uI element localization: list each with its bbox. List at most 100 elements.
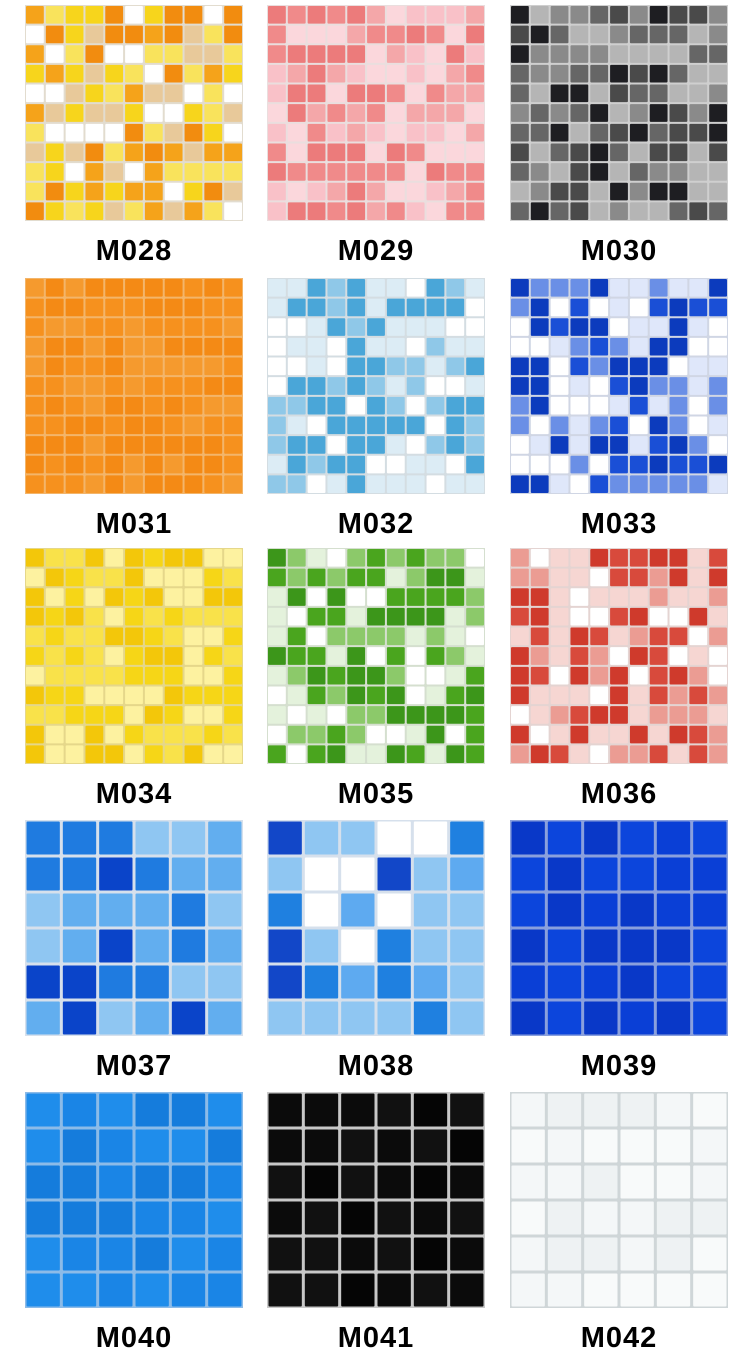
mosaic-tile (26, 607, 44, 626)
mosaic-tile (426, 279, 445, 297)
mosaic-tile (550, 25, 569, 44)
mosaic-tile (327, 123, 346, 142)
mosaic-tile (144, 436, 163, 454)
mosaic-tile (347, 279, 366, 297)
mosaic-tile (709, 123, 727, 142)
mosaic-tile (26, 377, 44, 395)
mosaic-tile (367, 279, 385, 297)
mosaic-tile (426, 6, 445, 24)
mosaic-tile (511, 45, 529, 63)
mosaic-tile (669, 549, 688, 567)
mosaic-tile (386, 745, 405, 763)
mosaic-tile (327, 475, 346, 493)
mosaic-tile (570, 45, 589, 63)
mosaic-tile (426, 45, 445, 63)
mosaic-tile (446, 143, 465, 162)
mosaic-tile (208, 821, 242, 855)
mosaic-tile (450, 965, 484, 999)
mosaic-tile (550, 202, 569, 220)
mosaic-tile (268, 416, 286, 435)
mosaic-tile (164, 647, 183, 665)
mosaic-tile (347, 357, 366, 376)
mosaic-tile (347, 396, 366, 415)
mosaic-tile (144, 377, 163, 395)
mosaic-image (510, 278, 728, 494)
mosaic-tile (530, 647, 549, 665)
mosaic-tile (367, 396, 385, 415)
mosaic-tile (709, 455, 727, 474)
mosaic-tile (511, 568, 529, 587)
mosaic-tile (268, 549, 286, 567)
mosaic-tile (570, 588, 589, 606)
mosaic-tile (105, 666, 124, 685)
product-code: M034 (95, 778, 173, 810)
mosaic-tile (590, 588, 609, 606)
mosaic-tile (610, 475, 628, 493)
mosaic-tile (629, 84, 648, 103)
mosaic-tile (446, 64, 465, 83)
mosaic-tile (224, 25, 242, 44)
mosaic-tile (386, 588, 405, 606)
mosaic-tile (610, 549, 628, 567)
mosaic-tile (547, 893, 582, 927)
mosaic-tile (45, 64, 64, 83)
mosaic-tile (204, 298, 223, 317)
mosaic-tile (570, 6, 589, 24)
mosaic-tile (367, 436, 385, 454)
mosaic-tile (65, 123, 84, 142)
mosaic-tile (656, 893, 691, 927)
mosaic-tile (304, 1093, 339, 1127)
mosaic-tile (709, 568, 727, 587)
mosaic-tile (649, 686, 668, 705)
mosaic-tile (450, 1237, 484, 1271)
mosaic-tile (26, 627, 44, 646)
mosaic-tile (550, 607, 569, 626)
mosaic-tile (184, 377, 203, 395)
mosaic-tile (610, 318, 628, 336)
mosaic-tile (347, 549, 366, 567)
mosaic-tile (304, 929, 339, 963)
mosaic-tile (268, 163, 286, 181)
mosaic-tile (610, 298, 628, 317)
mosaic-tile (590, 549, 609, 567)
mosaic-tile (530, 6, 549, 24)
mosaic-tile (184, 279, 203, 297)
mosaic-tile (656, 1237, 691, 1271)
mosaic-tile (386, 475, 405, 493)
mosaic-tile (327, 84, 346, 103)
mosaic-tile (590, 337, 609, 356)
mosaic-tile (26, 725, 44, 744)
mosaic-tile (125, 25, 143, 44)
mosaic-tile (693, 893, 727, 927)
mosaic-tile (406, 725, 425, 744)
mosaic-tile (105, 45, 124, 63)
mosaic-tile (327, 666, 346, 685)
mosaic-tile (341, 1129, 375, 1163)
mosaic-tile (669, 416, 688, 435)
mosaic-tile (709, 357, 727, 376)
mosaic-tile (224, 568, 242, 587)
mosaic-tile (584, 1129, 618, 1163)
mosaic-tile (268, 475, 286, 493)
mosaic-tile (171, 1001, 206, 1035)
mosaic-tile (689, 357, 708, 376)
mosaic-tile (204, 627, 223, 646)
mosaic-tile (629, 6, 648, 24)
mosaic-tile (367, 416, 385, 435)
mosaic-tile (268, 64, 286, 83)
mosaic-tile (307, 588, 326, 606)
mosaic-tile (65, 104, 84, 122)
mosaic-tile (125, 279, 143, 297)
mosaic-tile (347, 475, 366, 493)
mosaic-tile (144, 45, 163, 63)
mosaic-tile (629, 143, 648, 162)
mosaic-tile (530, 25, 549, 44)
mosaic-tile (511, 745, 529, 763)
mosaic-tile (570, 357, 589, 376)
mosaic-tile (62, 1273, 97, 1307)
mosaic-tile (26, 163, 44, 181)
mosaic-tile (268, 821, 302, 855)
mosaic-tile (268, 298, 286, 317)
mosaic-tile (584, 1165, 618, 1199)
mosaic-tile (649, 143, 668, 162)
